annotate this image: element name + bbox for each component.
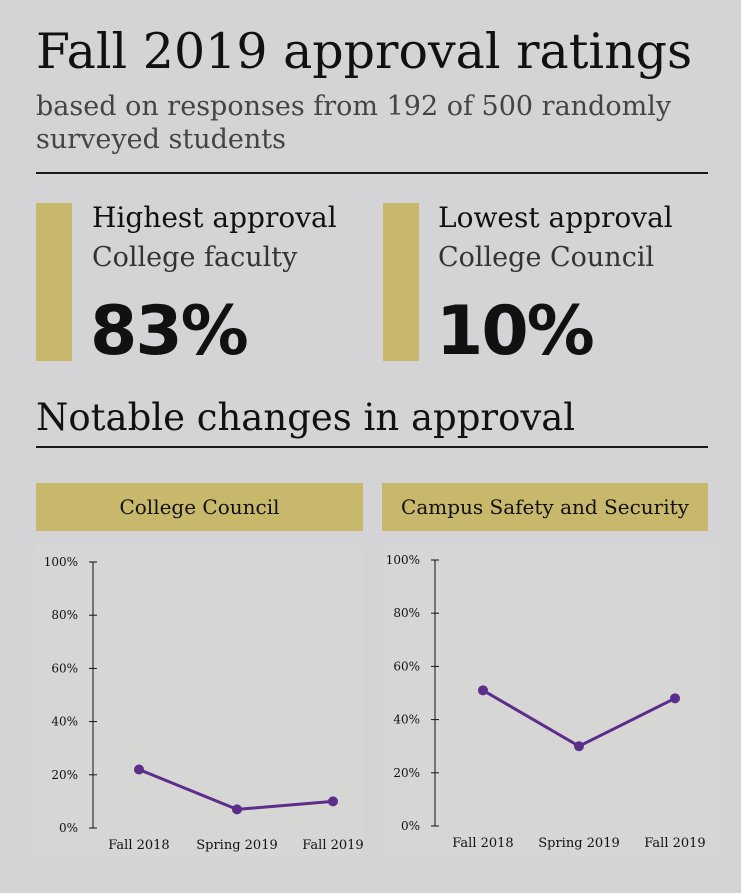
campus-safety-line-chart: 0% 20% 40% 60% 80% 100% Fall 2018 Spring 2019 Fa… xyxy=(382,545,722,858)
y-tick-label: 0% xyxy=(59,821,78,835)
college-council-line-chart: 0% 20% 40% 60% 80% 100% Fall 2018 Spring 2019 Fa… xyxy=(36,545,363,858)
data-point xyxy=(134,764,144,775)
y-tick-label: 80% xyxy=(51,608,78,622)
y-tick-label: 20% xyxy=(51,768,78,782)
x-tick-label: Fall 2018 xyxy=(452,836,513,851)
highest-approval-value: 83% xyxy=(90,292,249,371)
lowest-approval-value: 10% xyxy=(436,292,595,371)
y-tick-label: 40% xyxy=(51,715,78,729)
y-tick-label: 0% xyxy=(401,819,420,833)
section-title: Notable changes in approval xyxy=(36,396,576,439)
data-point xyxy=(328,796,338,807)
highest-approval-accent-bar xyxy=(36,203,72,361)
lowest-approval-label: Lowest approval xyxy=(438,201,673,234)
highest-approval-group: College faculty xyxy=(92,242,298,273)
x-tick-label: Fall 2019 xyxy=(644,836,705,851)
page-subtitle: based on responses from 192 of 500 rando… xyxy=(36,91,672,155)
x-tick-label: Fall 2019 xyxy=(302,838,363,853)
page-title: Fall 2019 approval ratings xyxy=(36,23,693,80)
plot-background xyxy=(36,545,363,858)
lowest-approval-accent-bar xyxy=(383,203,419,361)
y-tick-label: 60% xyxy=(393,659,420,673)
y-tick-label: 20% xyxy=(393,766,420,780)
section-divider xyxy=(36,446,708,448)
lowest-approval-group: College Council xyxy=(438,242,655,273)
highest-approval-label: Highest approval xyxy=(92,201,337,234)
x-tick-label: Fall 2018 xyxy=(108,838,169,853)
top-divider xyxy=(36,172,708,174)
data-point xyxy=(478,685,488,696)
data-point xyxy=(670,693,680,704)
y-tick-label: 40% xyxy=(393,713,420,727)
y-tick-label: 60% xyxy=(51,661,78,675)
y-tick-label: 80% xyxy=(393,606,420,620)
chart-2-title: Campus Safety and Security xyxy=(382,483,708,531)
x-tick-label: Spring 2019 xyxy=(538,836,620,851)
data-point xyxy=(232,804,242,815)
data-point xyxy=(574,741,584,752)
y-tick-label: 100% xyxy=(386,553,420,567)
x-tick-label: Spring 2019 xyxy=(196,838,278,853)
chart-1-title: College Council xyxy=(36,483,363,531)
y-tick-label: 100% xyxy=(44,555,78,569)
